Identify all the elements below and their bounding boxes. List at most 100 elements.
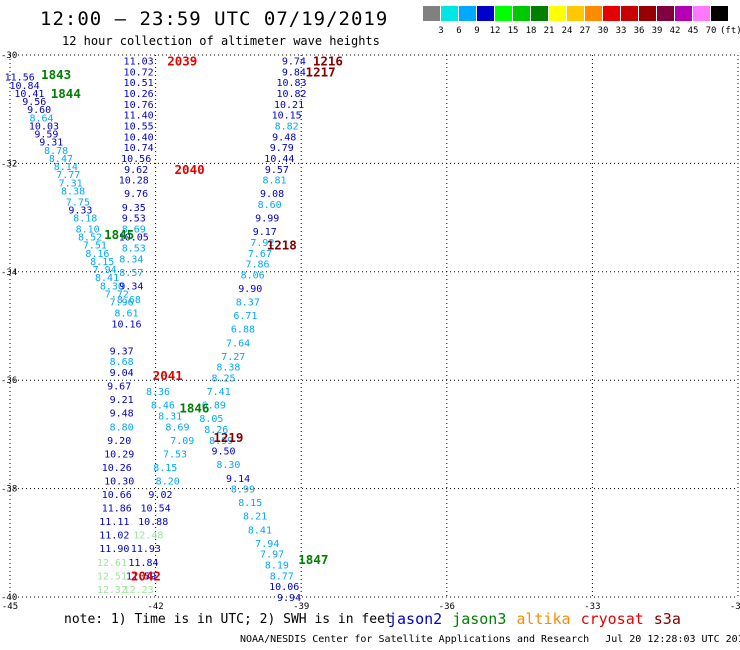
colorbar-swatch: [693, 6, 711, 21]
wave-height-value: 9.79: [270, 143, 294, 154]
wave-height-value: 10.05: [119, 233, 149, 244]
satellite-legend: jason2 jason3 altika cryosat s3a: [388, 610, 691, 628]
pass-numbers: 1843 1844 1845 1846 1847 2039 2040 2041 2042 1216…: [41, 53, 343, 583]
wave-height-value: 7.97: [260, 550, 284, 561]
wave-height-value: 9.31: [39, 138, 63, 149]
colorbar-label: 21: [543, 26, 555, 36]
wave-height-value: 8.37: [236, 298, 260, 309]
wave-height-value: 7.72: [105, 289, 129, 300]
colorbar-label: 33: [615, 26, 627, 36]
wave-height-value: 8.05: [199, 414, 223, 425]
lat-tick-label: -40: [1, 593, 17, 603]
wave-height-value: 10.76: [124, 100, 154, 111]
wave-height-value: 9.62: [124, 165, 148, 176]
pass-number-label: 1216: [313, 53, 343, 68]
wave-height-value: 10.74: [124, 143, 154, 154]
pass-number-label: 2042: [131, 568, 161, 583]
wave-height-value: 7.94: [255, 539, 279, 550]
wave-height-value: 8.68: [110, 357, 134, 368]
wave-height-value: 8.14: [54, 162, 78, 173]
wave-height-value: 8.61: [114, 308, 138, 319]
colorbar-swatch: [441, 6, 459, 21]
wave-height-value: 11.59: [126, 571, 156, 582]
wave-height-value: 10.15: [272, 111, 302, 122]
credit-line: NOAA/NESDIS Center for Satellite Applica…: [240, 634, 740, 645]
wave-height-value: 10.66: [102, 490, 132, 501]
wave-height-value: 11.40: [124, 111, 154, 122]
units-note: note: 1) Time is in UTC; 2) SWH is in fe…: [64, 612, 393, 627]
wave-height-value: 9.90: [238, 284, 262, 295]
pass-number-label: 1843: [41, 67, 71, 82]
colorbar-label: 30: [597, 26, 609, 36]
colorbar-label: 24: [561, 26, 573, 36]
pass-number-label: 1844: [51, 86, 81, 101]
wave-height-value: 10.51: [124, 78, 154, 89]
colorbar-label: 15: [507, 26, 519, 36]
colorbar-swatch: [711, 6, 729, 21]
wave-height-value: 10.30: [104, 476, 134, 487]
colorbar-swatch: [423, 6, 441, 21]
wave-height-value: 9.59: [34, 130, 58, 141]
pass-number-label: 1218: [267, 238, 297, 253]
wave-height-value: 8.69: [165, 422, 189, 433]
wave-height-value: 7.27: [221, 352, 245, 363]
wave-height-value: 9.60: [27, 105, 51, 116]
wave-height-value: 8.34: [119, 254, 143, 265]
wave-height-value: 7.67: [248, 249, 272, 260]
wave-height-value: 10.44: [264, 154, 294, 165]
wave-height-value: 8.19: [265, 560, 289, 571]
wave-height-value: 9.34: [119, 281, 143, 292]
wave-height-value: 10.40: [124, 132, 154, 143]
wave-height-value: 7.94: [93, 265, 117, 276]
wave-height-value: 7.75: [66, 197, 90, 208]
wave-height-value: 8.41: [248, 525, 272, 536]
wave-height-value: 12.51: [97, 571, 127, 582]
colorbar-label: 18: [525, 26, 537, 36]
wave-height-value: 8.30: [100, 281, 124, 292]
wave-height-value: 12.32: [97, 585, 127, 596]
wave-height-value: 10.82: [276, 89, 306, 100]
wave-height-value: 8.52: [78, 233, 102, 244]
wave-height-value: 9.21: [110, 395, 134, 406]
wave-height-value: 8.15: [238, 498, 262, 509]
wave-height-value: 8.16: [85, 249, 109, 260]
wave-height-value: 8.80: [110, 422, 134, 433]
colorbar-swatch: [477, 6, 495, 21]
pass-number-label: 1846: [179, 400, 209, 415]
wave-height-value: 8.99: [231, 485, 255, 496]
wave-height-value: 7.96: [110, 298, 134, 309]
wave-height-value: 9.08: [260, 189, 284, 200]
colorbar-label: (ft): [720, 26, 740, 36]
wave-height-value: 9.20: [107, 436, 131, 447]
wave-height-value: 10.28: [119, 176, 149, 187]
wave-height-value: 8.21: [243, 512, 267, 523]
wave-height-value: 9.48: [272, 132, 296, 143]
wave-height-value: 7.51: [83, 241, 107, 252]
colorbar-label: 45: [687, 26, 699, 36]
wave-height-value: 11.84: [128, 558, 158, 569]
wave-height-value: 8.38: [61, 187, 85, 198]
lon-tick-label: -42: [147, 602, 163, 612]
wave-height-value: 7.09: [170, 436, 194, 447]
colorbar-swatch: [513, 6, 531, 21]
wave-height-value: 7.53: [163, 449, 187, 460]
wave-height-value: 9.50: [211, 447, 235, 458]
wave-height-value: 9.33: [68, 205, 92, 216]
wave-height-value: 9.76: [124, 189, 148, 200]
lat-tick-label: -34: [1, 268, 17, 278]
wave-height-value: 8.38: [216, 363, 240, 374]
wave-height-value: 12.48: [133, 531, 163, 542]
wave-height-value: 6.71: [233, 311, 257, 322]
colorbar-label: 12: [489, 26, 501, 36]
pass-number-label: 1219: [213, 430, 243, 445]
wave-height-value: 8.31: [158, 411, 182, 422]
colorbar-swatch: [567, 6, 585, 21]
wave-height-value: 10.54: [141, 504, 171, 515]
legend-s3a: s3a: [653, 610, 681, 628]
wave-height-value: 8.69: [122, 224, 146, 235]
lon-tick-label: -33: [584, 602, 600, 612]
wave-height-value: 9.74: [282, 56, 306, 67]
legend-jason2: jason2: [388, 610, 443, 628]
wave-height-value: 7.86: [245, 260, 269, 271]
legend-cryosat: cryosat: [580, 610, 644, 628]
